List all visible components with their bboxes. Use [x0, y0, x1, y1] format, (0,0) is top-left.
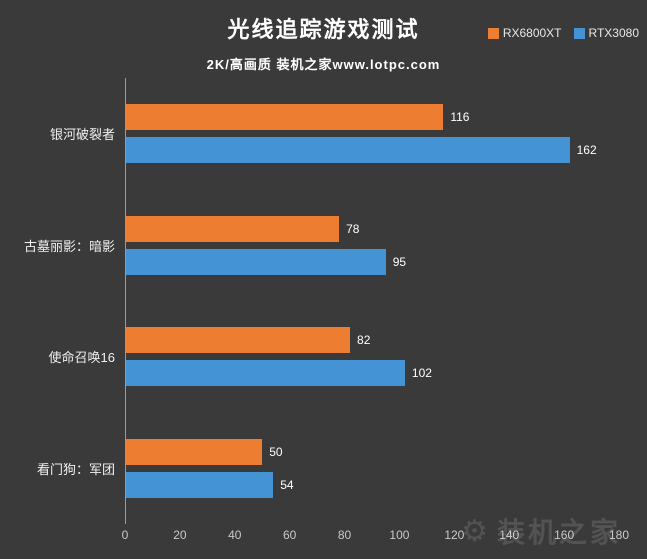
bar-pair: 82 102: [125, 327, 619, 387]
bar-rtx3080: [125, 360, 405, 387]
bar-line: 116: [125, 104, 619, 131]
bar-line: 162: [125, 137, 619, 164]
bar-pair: 78 95: [125, 215, 619, 275]
bar-value-label: 102: [411, 366, 432, 381]
x-tick-label: 180: [608, 528, 630, 542]
y-axis-line: [125, 78, 126, 524]
legend-label: RX6800XT: [502, 26, 562, 40]
x-tick-label: 120: [444, 528, 465, 542]
bar-value-label: 82: [357, 333, 371, 348]
plot-area: 银河破裂者 116 162 古墓丽影：暗影 78 95 使命召唤16 82 102 看门狗：军团 5…: [0, 78, 647, 524]
bar-line: 50: [125, 438, 619, 465]
x-tick-label: 40: [228, 528, 242, 542]
x-tick-label: 20: [173, 528, 187, 542]
bar-rx6800xt: [125, 104, 444, 131]
bar-line: 95: [125, 248, 619, 275]
x-tick-label: 80: [337, 528, 352, 542]
bar-group: 古墓丽影：暗影 78 95: [0, 190, 619, 302]
category-label: 看门狗：军团: [36, 461, 115, 477]
legend-label: RTX3080: [588, 26, 639, 40]
bar-rx6800xt: [125, 215, 340, 242]
bar-group: 使命召唤16 82 102: [0, 301, 619, 413]
bar-value-label: 50: [269, 444, 283, 459]
chart-title: 光线追踪游戏测试: [227, 17, 420, 42]
bar-value-label: 78: [346, 221, 360, 236]
legend-swatch-orange-icon: [487, 27, 499, 39]
category-label: 银河破裂者: [49, 127, 115, 143]
bar-line: 54: [125, 471, 619, 498]
bar-pair: 116 162: [125, 104, 619, 164]
bar-value-label: 116: [450, 110, 470, 125]
legend-swatch-blue-icon: [573, 27, 585, 39]
bar-line: 82: [125, 327, 619, 354]
bar-rx6800xt: [125, 438, 263, 465]
bar-rtx3080: [125, 471, 274, 498]
bar-value-label: 95: [392, 254, 407, 269]
x-tick-label: 160: [554, 528, 575, 542]
x-tick-label: 100: [389, 528, 410, 542]
bar-rtx3080: [125, 248, 386, 275]
bar-value-label: 54: [280, 477, 294, 492]
legend-item-rx6800xt: RX6800XT: [487, 26, 562, 40]
bar-group: 银河破裂者 116 162: [0, 78, 619, 190]
bar-value-label: 162: [576, 143, 597, 158]
chart-subtitle: 2K/高画质 装机之家www.lotpc.com: [206, 57, 441, 72]
bar-group: 看门狗：军团 50 54: [0, 413, 619, 525]
bar-rx6800xt: [125, 327, 351, 354]
bar-line: 78: [125, 215, 619, 242]
category-label: 使命召唤16: [48, 350, 115, 366]
x-tick-label: 140: [499, 528, 520, 542]
x-tick-label: 0: [121, 528, 129, 542]
legend: RX6800XT RTX3080: [487, 26, 639, 40]
category-label: 古墓丽影：暗影: [23, 238, 115, 254]
bar-pair: 50 54: [125, 438, 619, 498]
x-axis: 0 20 40 60 80 100 120 140 160 180: [121, 524, 629, 546]
bar-line: 102: [125, 360, 619, 387]
legend-item-rtx3080: RTX3080: [573, 26, 639, 40]
bar-rtx3080: [125, 137, 570, 164]
chart-header: 光线追踪游戏测试 2K/高画质 装机之家www.lotpc.com RX6800…: [0, 0, 647, 78]
x-tick-label: 60: [282, 528, 297, 542]
